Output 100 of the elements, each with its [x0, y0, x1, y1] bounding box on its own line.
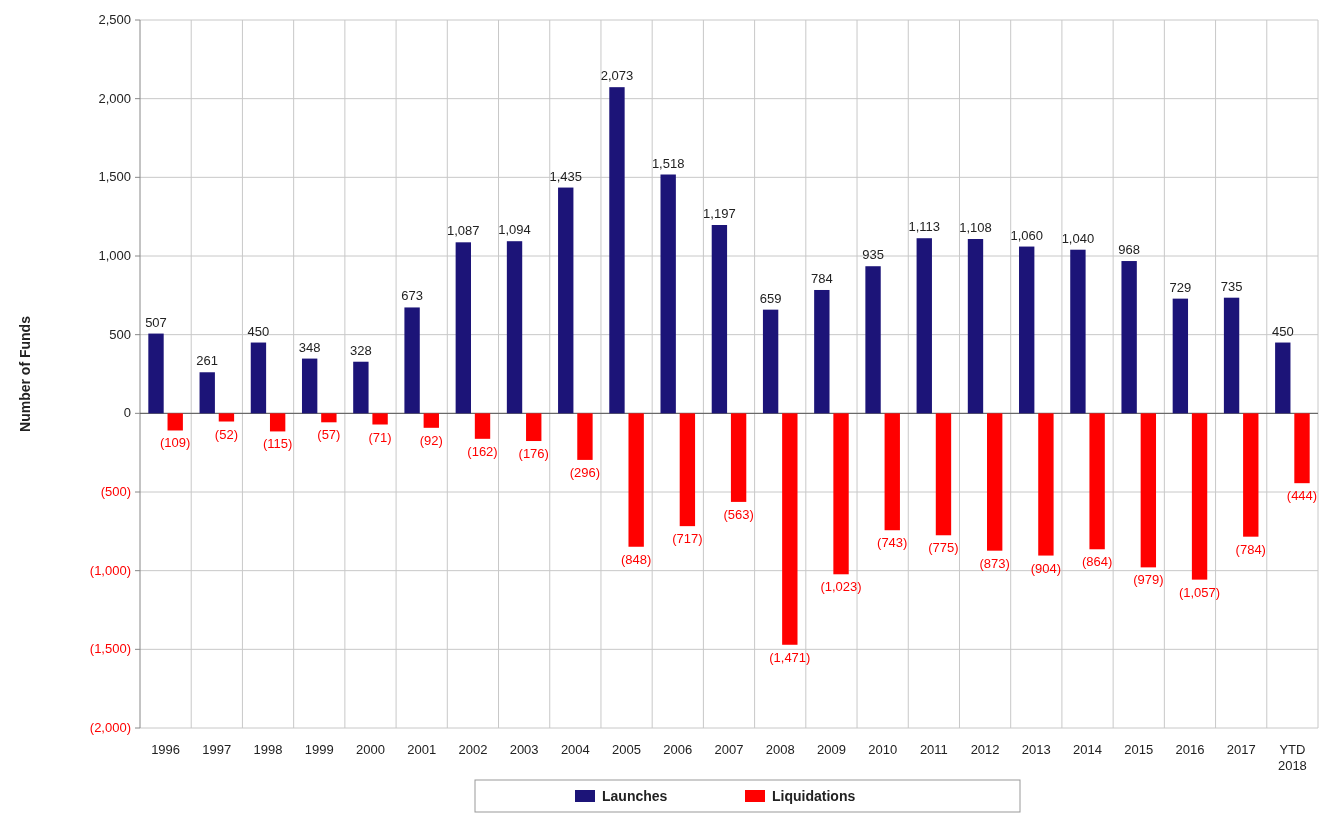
bar — [301, 358, 318, 414]
data-label: 729 — [1169, 279, 1192, 295]
bar — [916, 238, 932, 414]
bar — [1223, 297, 1240, 414]
x-tick-label: 2005 — [612, 742, 642, 757]
y-tick-label: 0 — [123, 405, 131, 421]
data-label: 935 — [862, 247, 884, 263]
bar — [660, 174, 676, 414]
y-tick-label: (500) — [100, 484, 131, 499]
data-label: (717) — [672, 531, 703, 547]
x-tick-label: YTD 2018 — [1277, 742, 1307, 773]
data-label: (162) — [467, 443, 498, 459]
bar — [609, 87, 625, 414]
data-label: (979) — [1133, 572, 1164, 588]
data-label: 784 — [810, 270, 833, 286]
bar — [935, 413, 952, 536]
y-tick-label: 500 — [109, 326, 131, 342]
bar — [321, 413, 337, 423]
bar — [218, 413, 235, 422]
bar — [1140, 413, 1157, 568]
data-label: 735 — [1220, 278, 1243, 294]
bar — [814, 289, 830, 414]
data-label: (873) — [979, 555, 1010, 571]
x-tick-label: 2012 — [970, 742, 1000, 757]
bar — [1038, 413, 1054, 556]
data-label: 450 — [247, 323, 270, 339]
bar — [474, 413, 491, 439]
bar — [1275, 342, 1291, 414]
bar — [762, 309, 779, 414]
bar — [1121, 261, 1137, 414]
bar — [506, 241, 523, 414]
bar — [679, 413, 696, 527]
bar — [782, 413, 798, 645]
x-tick-label: 2006 — [663, 742, 693, 757]
x-tick-label: 2011 — [919, 742, 948, 757]
data-label: 348 — [298, 339, 321, 355]
bar — [250, 342, 267, 414]
data-label: 1,197 — [703, 206, 736, 222]
bar — [1191, 413, 1208, 580]
data-label: (563) — [723, 506, 754, 522]
x-tick-label: 1996 — [151, 742, 181, 757]
x-tick-label: 2017 — [1226, 742, 1256, 757]
bar — [372, 413, 388, 425]
data-label: 1,060 — [1010, 227, 1043, 243]
x-tick-label: 2008 — [765, 742, 795, 757]
data-label: (109) — [160, 435, 191, 451]
x-tick-label: 2002 — [458, 742, 488, 757]
bar — [987, 413, 1003, 551]
data-label: 1,518 — [651, 155, 685, 171]
data-label: 1,435 — [549, 168, 583, 184]
data-label: (1,057) — [1178, 584, 1221, 600]
data-label: 1,040 — [1061, 230, 1095, 246]
data-label: (57) — [317, 427, 341, 443]
bar — [199, 372, 215, 414]
bar — [967, 239, 984, 414]
y-tick-label: 2,500 — [98, 12, 131, 27]
bar — [269, 413, 286, 432]
bar — [1019, 246, 1035, 414]
data-label: (92) — [419, 432, 443, 448]
bar — [353, 361, 369, 414]
y-tick-label: (2,000) — [89, 720, 131, 735]
bar — [1294, 413, 1310, 484]
x-tick-label: 1999 — [304, 742, 334, 757]
data-label: (1,023) — [820, 579, 862, 595]
x-tick-label: 2010 — [868, 742, 898, 757]
data-label: (784) — [1235, 541, 1266, 557]
data-label: (864) — [1081, 554, 1113, 570]
data-label: 2,073 — [600, 68, 634, 84]
bar — [577, 413, 593, 460]
data-label: 1,087 — [447, 223, 480, 239]
data-label: (176) — [518, 446, 549, 462]
data-label: 1,113 — [908, 219, 941, 235]
bar — [1089, 413, 1105, 550]
x-tick-label: 2003 — [509, 742, 539, 757]
x-tick-label: 1997 — [202, 742, 232, 757]
data-label: 507 — [145, 314, 167, 330]
bar — [404, 307, 420, 414]
bar — [833, 413, 849, 575]
bar — [730, 413, 747, 502]
bar — [1243, 413, 1259, 537]
x-tick-label: 2016 — [1175, 742, 1205, 757]
bar — [865, 266, 881, 414]
data-label: (848) — [620, 551, 652, 567]
x-tick-label: 2000 — [356, 742, 385, 757]
data-label: (775) — [928, 540, 959, 556]
data-label: 261 — [196, 353, 219, 369]
data-label: (904) — [1030, 560, 1062, 576]
data-label: 328 — [350, 342, 372, 358]
data-label: 1,094 — [498, 222, 531, 238]
y-tick-label: 1,000 — [98, 248, 131, 263]
y-axis-title: Number of Funds — [17, 315, 33, 432]
bar — [455, 242, 471, 414]
data-label: (115) — [262, 436, 293, 452]
x-tick-label: 2001 — [407, 742, 437, 757]
data-label: 968 — [1118, 242, 1140, 258]
x-tick-label: 2004 — [560, 742, 590, 757]
legend-label: Launches — [602, 788, 668, 804]
bar — [167, 413, 183, 431]
x-tick-label: 2007 — [714, 742, 744, 757]
legend-label: Liquidations — [772, 788, 856, 804]
